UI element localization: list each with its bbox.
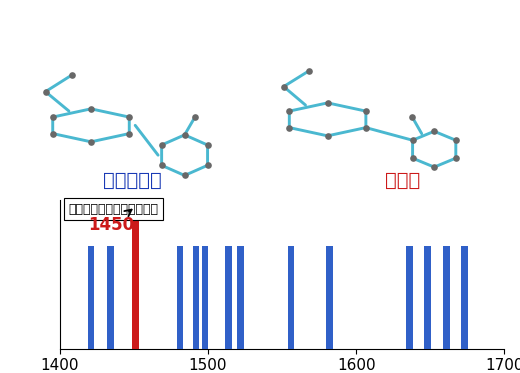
Bar <box>237 247 244 349</box>
Bar <box>202 247 209 349</box>
Bar <box>288 247 294 349</box>
Text: 中心炭素原子間の伸縮振動: 中心炭素原子間の伸縮振動 <box>69 203 159 216</box>
Bar <box>424 247 431 349</box>
Bar <box>107 247 113 349</box>
Bar <box>87 247 94 349</box>
Bar <box>176 247 183 349</box>
Bar <box>461 247 467 349</box>
Bar <box>326 247 333 349</box>
Bar <box>132 207 139 349</box>
Text: シス体: シス体 <box>385 171 421 190</box>
Bar <box>225 247 232 349</box>
Bar <box>443 247 450 349</box>
Text: 1450: 1450 <box>88 210 135 234</box>
Text: トランス体: トランス体 <box>103 171 162 190</box>
Bar <box>406 247 413 349</box>
Bar <box>193 247 200 349</box>
